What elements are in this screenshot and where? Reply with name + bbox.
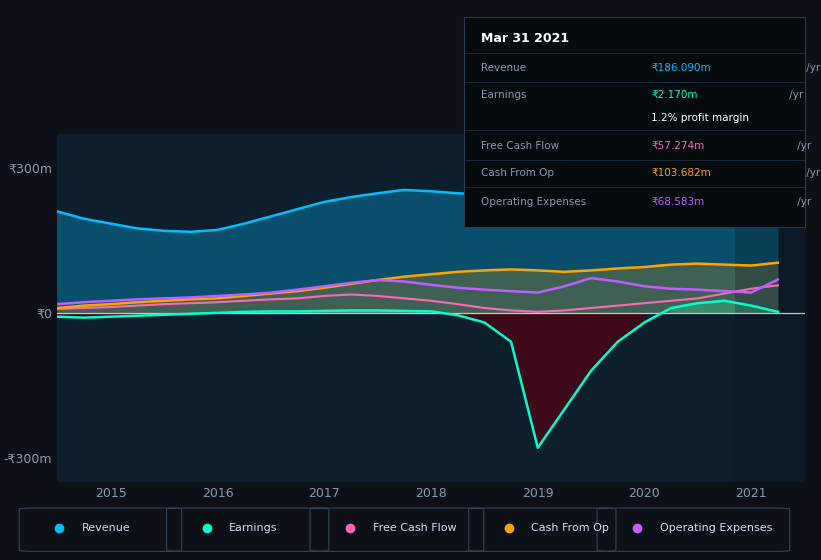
Text: Mar 31 2021: Mar 31 2021: [481, 31, 569, 44]
Text: ₹2.170m: ₹2.170m: [651, 90, 698, 100]
Text: Cash From Op: Cash From Op: [481, 168, 554, 178]
Text: /yr: /yr: [795, 141, 812, 151]
Text: Earnings: Earnings: [481, 90, 526, 100]
Text: ₹186.090m: ₹186.090m: [651, 63, 711, 73]
Text: /yr: /yr: [786, 90, 803, 100]
Text: Revenue: Revenue: [481, 63, 526, 73]
Text: Free Cash Flow: Free Cash Flow: [481, 141, 559, 151]
Text: Operating Expenses: Operating Expenses: [660, 523, 772, 533]
Text: /yr: /yr: [803, 168, 820, 178]
Text: Free Cash Flow: Free Cash Flow: [373, 523, 456, 533]
Text: ₹103.682m: ₹103.682m: [651, 168, 711, 178]
Text: /yr: /yr: [795, 198, 812, 207]
Text: /yr: /yr: [803, 63, 820, 73]
Bar: [735, 134, 805, 482]
Text: Operating Expenses: Operating Expenses: [481, 198, 586, 207]
Text: 1.2% profit margin: 1.2% profit margin: [651, 114, 750, 123]
Text: ₹68.583m: ₹68.583m: [651, 198, 704, 207]
Text: Earnings: Earnings: [229, 523, 277, 533]
Text: Revenue: Revenue: [82, 523, 131, 533]
Text: Cash From Op: Cash From Op: [531, 523, 609, 533]
Text: ₹57.274m: ₹57.274m: [651, 141, 704, 151]
